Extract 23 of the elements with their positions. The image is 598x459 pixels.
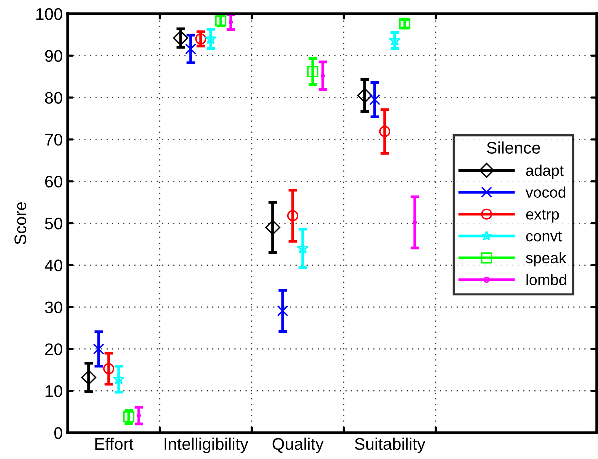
y-tick-label: 60: [45, 176, 62, 188]
y-tick-label: 100: [36, 8, 62, 20]
legend-label: vocod: [526, 186, 566, 198]
legend-label: extrp: [526, 210, 560, 223]
y-tick-label: 80: [45, 92, 62, 104]
x-tick-label: Quality: [272, 438, 324, 454]
y-tick-label: 0: [54, 427, 62, 440]
y-tick-label: 70: [45, 134, 62, 146]
y-tick-label: 40: [44, 260, 62, 272]
x-tick-label: Intelligibility: [164, 438, 249, 454]
y-tick-label: 10: [46, 386, 62, 398]
x-tick-label: Effort: [96, 438, 134, 450]
legend-label: convt: [526, 232, 562, 242]
y-tick-label: 20: [45, 344, 62, 356]
legend-title: Silence: [487, 142, 540, 154]
y-axis-title: Score: [14, 202, 26, 245]
legend-label: lombd: [526, 274, 566, 286]
y-tick-label: 50: [45, 218, 62, 230]
y-tick-label: 30: [45, 302, 62, 314]
legend-label: adapt: [526, 164, 564, 180]
legend-label: speak: [526, 252, 567, 267]
y-tick-label: 90: [45, 50, 62, 62]
x-tick-label: Suitability: [355, 438, 426, 454]
